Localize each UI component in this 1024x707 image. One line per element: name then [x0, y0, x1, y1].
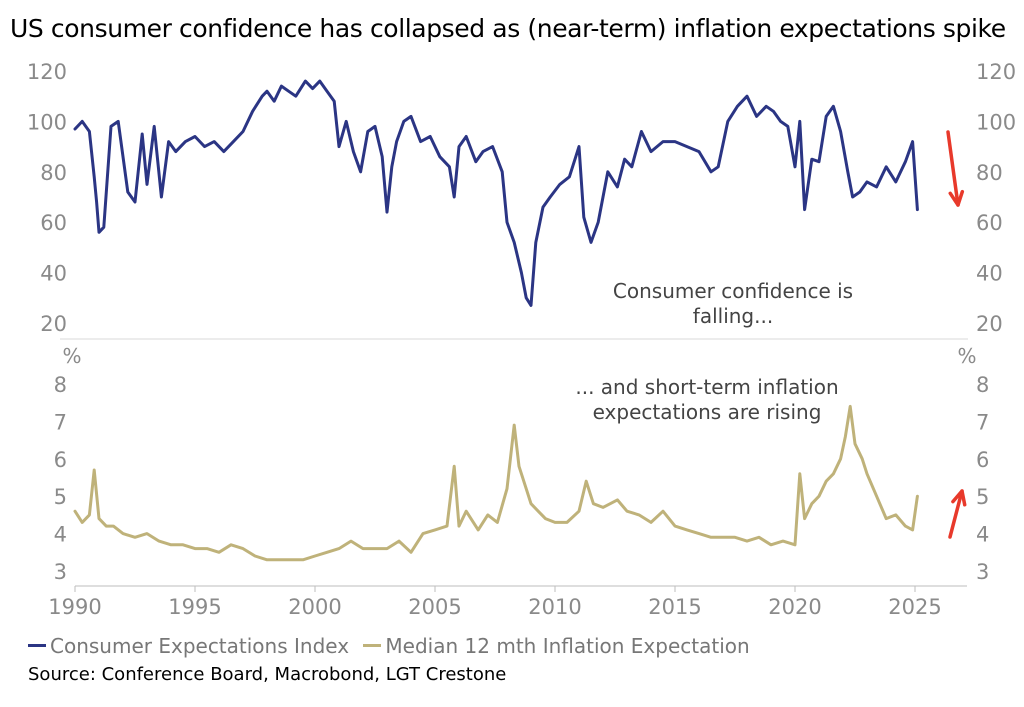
series-line-inflation-expectation	[73, 404, 919, 562]
bottom-y-right-tick-4: 4	[976, 523, 989, 547]
x-tick-2000: 2000	[288, 595, 341, 619]
top-annotation-line-0: Consumer confidence is	[613, 279, 853, 303]
bottom-unit-left: %	[62, 344, 81, 368]
bottom-y-right-tick-8: 8	[976, 373, 989, 397]
bottom-annotation-line-0: ... and short-term inflation	[575, 375, 838, 399]
x-tick-1990: 1990	[48, 595, 101, 619]
series-line-consumer-expectations	[73, 79, 919, 307]
top-y-right-tick-20: 20	[976, 312, 1003, 336]
top-annotation-line-1: falling...	[693, 304, 773, 328]
legend-label-inflation: Median 12 mth Inflation Expectation	[385, 633, 750, 658]
bottom-trend-arrow-up-head	[951, 489, 967, 507]
top-y-right-tick-120: 120	[976, 60, 1016, 84]
bottom-y-left-tick-3: 3	[54, 560, 67, 584]
top-trend-arrow-down-shaft	[946, 130, 960, 207]
top-y-left-tick-80: 80	[40, 161, 67, 185]
x-tick-2010: 2010	[528, 595, 581, 619]
bottom-annotation-line-1: expectations are rising	[593, 400, 822, 424]
source-note: Source: Conference Board, Macrobond, LGT…	[28, 664, 507, 685]
x-tick-2015: 2015	[648, 595, 701, 619]
bottom-y-right-tick-5: 5	[976, 485, 989, 509]
legend-item-confidence: Consumer Expectations Index	[28, 634, 349, 658]
top-trend-arrow-down-head	[948, 189, 965, 207]
top-y-left-tick-40: 40	[40, 262, 67, 286]
legend-label-confidence: Consumer Expectations Index	[50, 633, 350, 658]
bottom-trend-arrow-up-shaft	[948, 489, 964, 539]
x-tick-2025: 2025	[888, 595, 941, 619]
x-tick-2005: 2005	[408, 595, 461, 619]
top-y-left-tick-120: 120	[27, 60, 67, 84]
bottom-y-right-tick-7: 7	[976, 410, 989, 434]
top-y-left-tick-20: 20	[40, 312, 67, 336]
bottom-y-left-tick-6: 6	[54, 448, 67, 472]
bottom-y-left-tick-8: 8	[54, 373, 67, 397]
bottom-y-left-tick-5: 5	[54, 485, 67, 509]
top-y-left-tick-100: 100	[27, 110, 67, 134]
bottom-unit-right: %	[957, 344, 976, 368]
legend-swatch-inflation	[363, 644, 382, 647]
top-y-right-tick-100: 100	[976, 110, 1016, 134]
x-tick-2020: 2020	[768, 595, 821, 619]
chart-title: US consumer confidence has collapsed as …	[10, 14, 1006, 43]
top-y-left-tick-60: 60	[40, 211, 67, 235]
top-y-right-tick-80: 80	[976, 161, 1003, 185]
legend: Consumer Expectations Index Median 12 mt…	[28, 628, 758, 658]
bottom-y-right-tick-6: 6	[976, 448, 989, 472]
top-y-right-tick-40: 40	[976, 262, 1003, 286]
x-tick-1995: 1995	[168, 595, 221, 619]
legend-swatch-confidence	[28, 644, 46, 647]
bottom-y-right-tick-3: 3	[976, 560, 989, 584]
bottom-y-left-tick-7: 7	[54, 410, 67, 434]
bottom-y-left-tick-4: 4	[54, 523, 67, 547]
top-y-right-tick-60: 60	[976, 211, 1003, 235]
legend-item-inflation: Median 12 mth Inflation Expectation	[363, 633, 750, 658]
